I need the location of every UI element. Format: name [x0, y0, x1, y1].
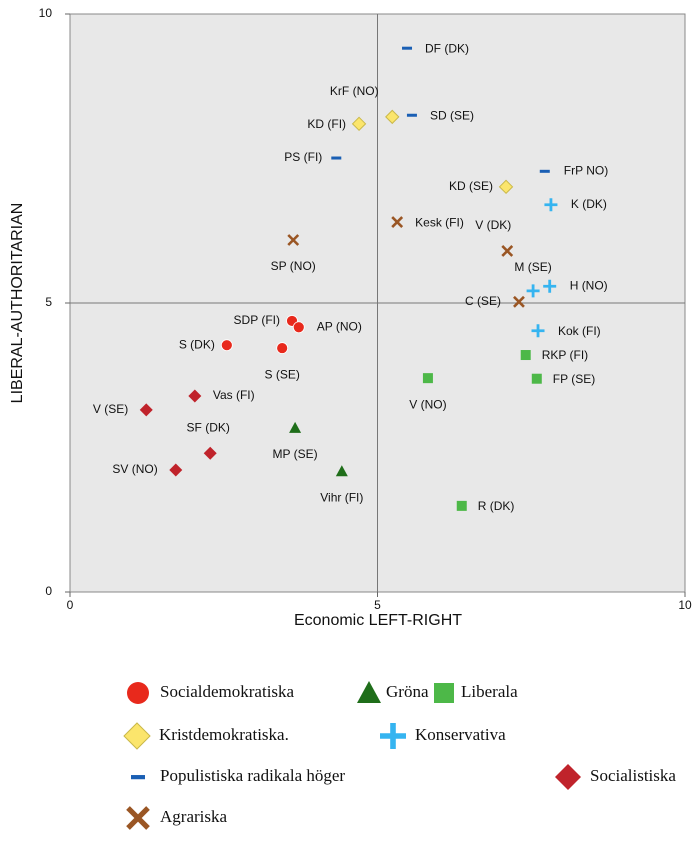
y-tick-label: 5	[45, 295, 52, 309]
marker-dash	[331, 156, 342, 160]
point-label: FP (SE)	[553, 372, 595, 386]
marker-diamond	[555, 764, 581, 790]
point-label: R (DK)	[478, 499, 515, 513]
point-label: AP (NO)	[317, 319, 362, 333]
point-label: V (DK)	[475, 218, 511, 232]
point-label: Vihr (FI)	[320, 490, 363, 504]
marker-dash	[131, 775, 145, 780]
legend-label: Liberala	[461, 682, 518, 701]
marker-dash	[402, 46, 413, 50]
marker-diamond	[188, 389, 202, 403]
marker-triangle	[289, 421, 302, 433]
point-label: C (SE)	[465, 294, 501, 308]
point-label: PS (FI)	[284, 150, 322, 164]
legend-label: Socialdemokratiska	[160, 682, 295, 701]
marker-cross	[513, 295, 525, 308]
legend-label: Gröna	[386, 682, 429, 701]
legend-item: Socialistiska	[590, 766, 676, 785]
marker-diamond	[169, 463, 183, 477]
point-label: SD (SE)	[430, 108, 474, 122]
y-tick-label: 0	[45, 584, 52, 598]
point-label: KrF (NO)	[330, 84, 379, 98]
marker-diamond	[498, 179, 514, 195]
point-label: H (NO)	[570, 278, 608, 292]
marker-square	[434, 683, 454, 703]
legend-label: Populistiska radikala höger	[160, 766, 345, 785]
marker-diamond	[123, 722, 151, 750]
legend-item: Kristdemokratiska.	[159, 725, 289, 744]
legend-item: Liberala	[461, 682, 518, 701]
point-label: RKP (FI)	[542, 348, 588, 362]
point-label: KD (FI)	[307, 117, 346, 131]
x-tick-label: 5	[374, 598, 381, 612]
point-label: S (DK)	[179, 337, 215, 351]
marker-square	[456, 500, 467, 511]
marker-square	[531, 373, 542, 384]
legend-label: Agrariska	[160, 807, 227, 826]
point-label: V (SE)	[93, 402, 128, 416]
marker-plus	[531, 324, 545, 338]
point-label: Kesk (FI)	[415, 215, 464, 229]
legend-item: Gröna	[386, 682, 429, 701]
legend-item: Populistiska radikala höger	[160, 766, 345, 785]
point-label: Kok (FI)	[558, 324, 601, 338]
point-label: KD (SE)	[449, 179, 493, 193]
marker-diamond	[385, 109, 400, 125]
legend-label: Konservativa	[415, 725, 506, 744]
marker-circle	[127, 682, 149, 704]
point-label: SV (NO)	[112, 462, 157, 476]
y-axis-title: LIBERAL-AUTHORITARIAN	[9, 203, 26, 404]
marker-diamond	[139, 403, 153, 417]
legend-item: Socialdemokratiska	[160, 682, 295, 701]
point-label: V (NO)	[409, 397, 446, 411]
point-label: DF (DK)	[425, 41, 469, 55]
marker-plus	[544, 198, 558, 212]
marker-cross	[391, 216, 404, 228]
point-label: FrP NO)	[564, 163, 608, 177]
legend-item: Agrariska	[160, 807, 227, 826]
marker-circle	[220, 339, 233, 352]
marker-dash	[406, 113, 417, 117]
point-label: M (SE)	[514, 260, 551, 274]
marker-triangle	[335, 465, 348, 477]
marker-cross	[287, 234, 300, 246]
marker-triangle	[357, 681, 381, 703]
marker-circle	[292, 321, 305, 334]
marker-circle	[276, 342, 289, 354]
marker-plus	[543, 279, 557, 293]
x-axis-title: Economic LEFT-RIGHT	[294, 612, 462, 629]
marker-plus	[526, 284, 540, 298]
legend-label: Socialistiska	[590, 766, 676, 785]
point-label: Vas (FI)	[213, 388, 255, 402]
marker-diamond	[351, 116, 367, 132]
point-label: SDP (FI)	[234, 313, 280, 327]
marker-dash	[539, 169, 550, 173]
marker-cross	[501, 245, 514, 257]
x-tick-label: 0	[67, 598, 74, 612]
point-label: SP (NO)	[271, 259, 316, 273]
marker-cross	[126, 806, 150, 830]
x-tick-label: 10	[678, 598, 692, 612]
marker-plus	[380, 723, 406, 749]
point-label: SF (DK)	[187, 420, 230, 434]
legend-item: Konservativa	[415, 725, 506, 744]
point-label: MP (SE)	[273, 447, 318, 461]
y-tick-label: 10	[39, 6, 53, 20]
marker-square	[520, 350, 531, 361]
marker-square	[422, 373, 433, 384]
point-label: S (SE)	[265, 367, 300, 381]
legend-label: Kristdemokratiska.	[159, 725, 289, 744]
marker-diamond	[203, 446, 217, 460]
point-label: K (DK)	[571, 197, 607, 211]
